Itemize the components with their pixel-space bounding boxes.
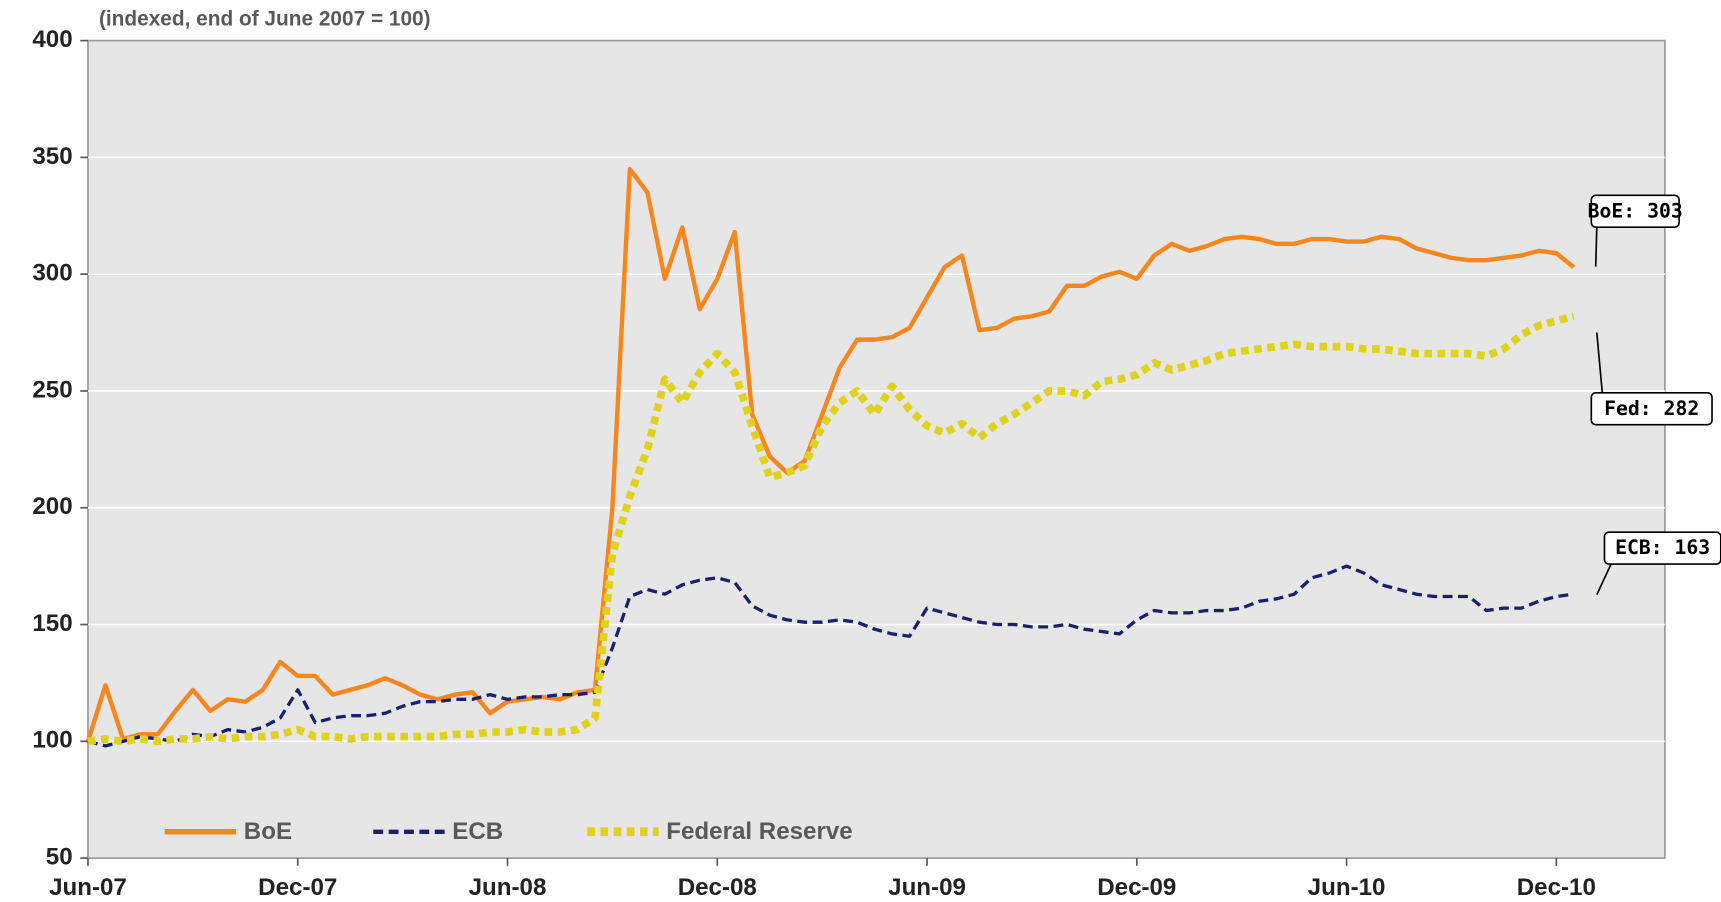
x-tick-label: Dec-07 [258,874,337,901]
legend-label: BoE [244,818,292,845]
x-tick-label: Jun-07 [49,874,127,901]
series-line [87,564,1574,748]
y-tick-label: 250 [32,376,72,403]
y-tick-label: 400 [32,26,72,53]
y-tick-label: 150 [32,610,72,637]
series-line [87,312,1575,746]
x-tick-label: Dec-10 [1517,874,1596,901]
y-tick-label: 350 [32,143,72,170]
chart-subtitle: (indexed, end of June 2007 = 100) [99,7,431,30]
callout-label: ECB: 163 [1615,536,1710,559]
callout-box [1590,392,1713,426]
callout-box [1590,194,1680,228]
y-tick-label: 300 [32,260,72,287]
legend-label: ECB [452,818,503,845]
y-tick-label: 200 [32,493,72,520]
legend-label: Federal Reserve [666,818,852,845]
y-tick-label: 50 [46,843,73,870]
x-tick-label: Dec-09 [1097,874,1176,901]
x-tick-label: Jun-09 [888,874,966,901]
callout-pointer [1595,332,1604,393]
callout-label: Fed: 282 [1604,397,1699,420]
callout-label: BoE: 303 [1588,199,1683,222]
y-tick-label: 100 [32,727,72,754]
x-tick-label: Jun-08 [469,874,547,901]
callout-pointer [1594,227,1598,267]
callout-pointer [1596,563,1612,596]
x-tick-label: Dec-08 [678,874,757,901]
series-line [85,166,1576,743]
plot-area [87,39,1666,859]
x-tick-label: Jun-10 [1308,874,1386,901]
